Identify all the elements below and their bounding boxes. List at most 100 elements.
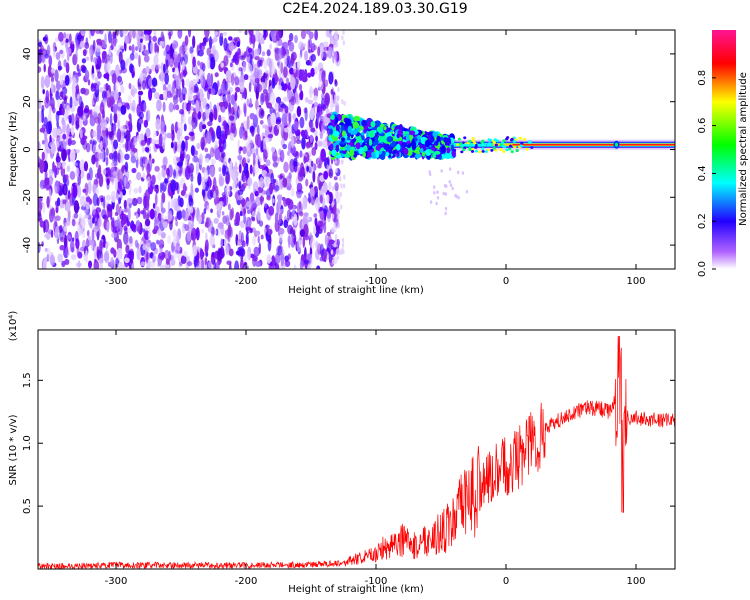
heatmap-cell [172,103,176,111]
heatmap-cell [249,73,256,84]
heatmap-cell [241,232,244,246]
heatmap-cell [265,159,271,167]
heatmap-cell [213,107,218,121]
heatmap-cell [303,259,310,265]
heatmap-cell [255,30,261,42]
heatmap-cell [44,233,49,239]
heatmap-cell [366,154,372,158]
heatmap-cell [85,250,88,263]
heatmap-cell [229,160,233,175]
heatmap-cell [268,57,273,72]
heatmap-cell [193,254,197,268]
heatmap-cell [188,194,193,207]
heatmap-cell [70,254,77,260]
heatmap-cell [343,174,346,180]
heatmap-cell [293,157,298,167]
heatmap-cell [268,236,272,245]
heatmap-cell [50,229,54,238]
heatmap-cell [38,98,42,110]
heatmap-cell [97,133,101,140]
heatmap-cell [69,240,75,253]
heatmap-cell [283,54,288,68]
heatmap-cell [106,96,112,108]
heatmap-cell [169,219,173,231]
heatmap-cell [164,249,170,260]
heatmap-cell [48,168,53,178]
heatmap-cell [176,209,183,221]
heatmap-cell [210,88,216,96]
heatmap-cell [55,80,61,91]
y-tick-label: 1.5 [22,372,33,388]
heatmap-cell [284,260,291,267]
heatmap-cell [123,225,128,232]
heatmap-cell [45,90,50,104]
heatmap-cell [288,41,295,52]
heatmap-cell [313,225,317,235]
heatmap-cell [92,39,96,51]
heatmap-cell [88,49,93,57]
heatmap-cell [275,96,282,104]
heatmap-cell [436,190,439,195]
heatmap-cell [113,112,118,124]
heatmap-cell [434,150,441,155]
heatmap-cell [140,72,144,82]
heatmap-cell [64,184,67,195]
heatmap-cell [177,121,183,129]
heatmap-cell [283,83,289,90]
heatmap-cell [63,96,67,105]
heatmap-cell [192,244,198,257]
heatmap-cell [508,144,513,148]
heatmap-cell [267,133,274,139]
heatmap-cell [170,123,175,135]
heatmap-cell [463,136,467,140]
heatmap-cell [351,129,358,136]
heatmap-cell [188,80,195,95]
heatmap-cell [43,116,48,127]
heatmap-cell [124,257,130,264]
heatmap-cell [155,64,161,70]
heatmap-cell [228,248,234,257]
heatmap-cell [205,130,212,144]
heatmap-cell [170,197,174,209]
heatmap-cell [246,115,250,130]
heatmap-cell [113,33,117,47]
heatmap-cell [144,48,150,56]
heatmap-cell [214,31,219,36]
heatmap-cell [508,147,512,151]
heatmap-cell [180,255,187,265]
heatmap-cell [298,200,302,210]
heatmap-cell [101,56,105,64]
heatmap-cell [144,242,150,253]
heatmap-cell [615,142,618,147]
heatmap-cell [98,195,104,200]
heatmap-cell [201,212,205,221]
heatmap-cell [148,233,152,238]
heatmap-cell [97,71,102,79]
heatmap-cell [259,176,264,189]
heatmap-cell [107,167,111,177]
heatmap-cell [175,220,178,227]
heatmap-cell [120,186,126,193]
heatmap-cell [318,158,323,166]
heatmap-cell [91,204,96,216]
heatmap-cell [314,197,321,211]
heatmap-cell [216,261,219,269]
heatmap-cell [237,189,244,196]
heatmap-cell [201,259,205,269]
heatmap-cell [61,148,67,162]
heatmap-cell [43,63,46,73]
heatmap-cell [340,183,343,189]
heatmap-cell [50,81,54,95]
heatmap-cell [299,150,303,158]
heatmap-cell [218,209,222,215]
heatmap-cell [495,139,500,143]
heatmap-cell [290,76,296,90]
heatmap-cell [254,134,259,146]
heatmap-cell [153,130,157,138]
heatmap-cell [93,140,97,145]
heatmap-cell [172,229,177,238]
heatmap-cell [444,206,448,211]
heatmap-cell [281,48,287,56]
heatmap-cell [138,111,144,120]
